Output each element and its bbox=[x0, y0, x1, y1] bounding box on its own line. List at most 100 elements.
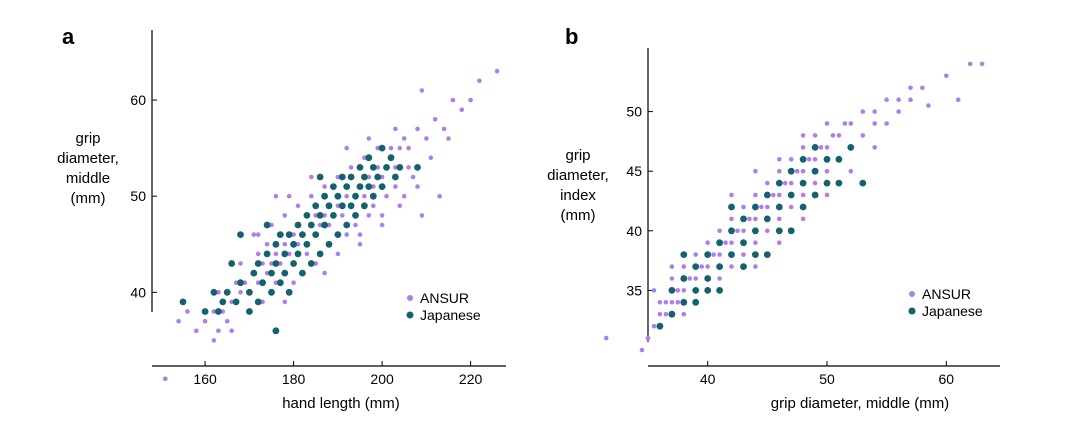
panel-a-letter: a bbox=[62, 24, 75, 49]
panel-a-ansur-point bbox=[194, 328, 199, 334]
panel-b-ansur-point bbox=[884, 121, 889, 126]
panel-b-ansur-point bbox=[777, 157, 782, 162]
panel-b-ansur-point bbox=[955, 97, 961, 102]
panel-b-japanese-point bbox=[740, 215, 747, 223]
panel-b-ansur-point bbox=[920, 85, 925, 91]
panel-a-japanese-point bbox=[285, 231, 293, 239]
panel-a-ansur-point bbox=[326, 222, 332, 228]
panel-b-ansur-point bbox=[824, 192, 830, 198]
panel-a-japanese-point bbox=[272, 240, 280, 248]
panel-a-ansur-point bbox=[255, 280, 261, 286]
panel-b-ansur-point bbox=[753, 264, 758, 269]
panel-b-japanese-point bbox=[692, 287, 700, 294]
panel-b-japanese-point bbox=[680, 251, 688, 258]
panel-b-ansur-point bbox=[812, 157, 818, 162]
panel-a-japanese-point bbox=[307, 260, 315, 267]
panel-b-ansur-point bbox=[884, 97, 889, 102]
panel-a-japanese-point bbox=[263, 221, 271, 229]
panel-a-japanese-point bbox=[369, 192, 377, 200]
panel-a-x-tick-label: 220 bbox=[459, 371, 483, 387]
panel-a-japanese-point bbox=[343, 183, 351, 191]
panel-a-ansur-point bbox=[348, 165, 354, 170]
panel-b-ansur-point bbox=[908, 85, 913, 91]
panel-a-ansur-point bbox=[366, 174, 372, 180]
panel-b-ansur-point bbox=[860, 109, 866, 114]
panel-b-letter: b bbox=[565, 24, 578, 49]
panel-b-ansur-point bbox=[651, 323, 657, 329]
panel-b-ansur-point bbox=[944, 73, 949, 79]
panel-a-legend-ansur-label: ANSUR bbox=[420, 290, 469, 306]
panel-a-ansur-point bbox=[375, 145, 381, 151]
panel-a-ansur-point bbox=[477, 78, 482, 84]
panel-a-ansur-point bbox=[432, 117, 438, 122]
panel-b-legend-ansur-label: ANSUR bbox=[922, 286, 971, 302]
panel-b-japanese-point bbox=[847, 144, 855, 151]
panel-a-japanese-point bbox=[414, 164, 421, 171]
panel-a-japanese-point bbox=[316, 173, 324, 181]
panel-a-ansur-point bbox=[322, 184, 327, 189]
panel-b-ansur-points bbox=[603, 61, 985, 353]
panel-b-ansur-point bbox=[777, 216, 782, 222]
panel-a-japanese-point bbox=[268, 288, 275, 296]
panel-a-japanese-point bbox=[365, 183, 373, 191]
panel-b-ansur-point bbox=[681, 264, 687, 269]
panel-b-japanese-point bbox=[668, 310, 676, 318]
panel-b-ansur-point bbox=[896, 97, 901, 102]
panel-a-japanese-point bbox=[352, 192, 359, 200]
panel-b-ansur-point bbox=[812, 133, 818, 138]
panel-b-ansur-point bbox=[979, 61, 985, 67]
panel-b-ansur-point bbox=[765, 180, 770, 186]
panel-a-japanese-point bbox=[237, 279, 244, 287]
panel-b-ansur-point bbox=[848, 121, 854, 126]
panel-b-ansur-point bbox=[687, 276, 693, 281]
panel-b-ansur-point bbox=[908, 97, 913, 102]
panel-b-ansur-point bbox=[794, 168, 800, 174]
panel-b-ansur-point bbox=[729, 240, 734, 245]
panel-a-japanese-point bbox=[361, 173, 368, 181]
panel-b-japanese-point bbox=[752, 203, 759, 211]
panel-b-japanese-point bbox=[811, 167, 819, 175]
panel-a-ansur-point bbox=[335, 203, 341, 209]
panel-a-ansur-point bbox=[428, 155, 434, 160]
panel-b-ansur-point bbox=[818, 145, 824, 150]
panel-b-ansur-point bbox=[759, 204, 764, 210]
panel-b-y-label: grip diameter, index (mm) bbox=[547, 147, 609, 224]
panel-a-ansur-point bbox=[273, 193, 279, 199]
panel-a-ansur-point bbox=[424, 136, 429, 141]
panel-a-ansur-point bbox=[291, 280, 296, 286]
panel-b-y-label-line-1: grip bbox=[565, 147, 590, 164]
panel-a-japanese-point bbox=[338, 202, 346, 210]
panel-a-y-label: grip diameter, middle (mm) bbox=[57, 130, 119, 207]
panel-b-ansur-point bbox=[896, 109, 901, 114]
panel-b-ansur-point bbox=[717, 276, 722, 281]
panel-a-ansur-point bbox=[397, 145, 403, 151]
panel-a-japanese-point bbox=[334, 192, 342, 200]
panel-b-ansur-point bbox=[681, 311, 687, 317]
panel-a-ansur-point bbox=[260, 261, 265, 266]
panel-a-japanese-point bbox=[321, 192, 328, 200]
panel-a-ansur-point bbox=[406, 145, 411, 151]
panel-a-ansur-point bbox=[397, 203, 403, 209]
panel-a-y-tick-label: 40 bbox=[130, 284, 146, 300]
panel-a-ansur-point bbox=[273, 251, 279, 257]
panel-a-ansur-point bbox=[242, 280, 248, 286]
panel-b-ansur-point bbox=[639, 347, 645, 353]
panel-b-ansur-point bbox=[872, 121, 877, 126]
panel-a-japanese-point bbox=[378, 144, 386, 152]
panel-b-ansur-point bbox=[836, 133, 842, 138]
panel-a-ansur-point bbox=[419, 88, 425, 93]
panel-a-japanese-point bbox=[347, 173, 355, 181]
panel-b-y-tick-label: 45 bbox=[626, 163, 642, 179]
panel-a-ansur-point bbox=[216, 290, 221, 295]
panel-a-japanese-point bbox=[312, 231, 320, 239]
panel-b-ansur-point bbox=[735, 228, 740, 234]
panel-b-ansur-point bbox=[830, 133, 836, 138]
panel-b-ansur-point bbox=[800, 145, 806, 150]
panel-b-ansur-point bbox=[741, 204, 746, 210]
panel-a-japanese-point bbox=[369, 164, 377, 171]
panel-b-japanese-point bbox=[775, 179, 783, 187]
panel-a-japanese-point bbox=[290, 260, 297, 267]
panel-b-ansur-point bbox=[669, 276, 675, 281]
panel-a-ansur-point bbox=[459, 107, 465, 112]
panel-a-japanese-point bbox=[272, 260, 280, 267]
